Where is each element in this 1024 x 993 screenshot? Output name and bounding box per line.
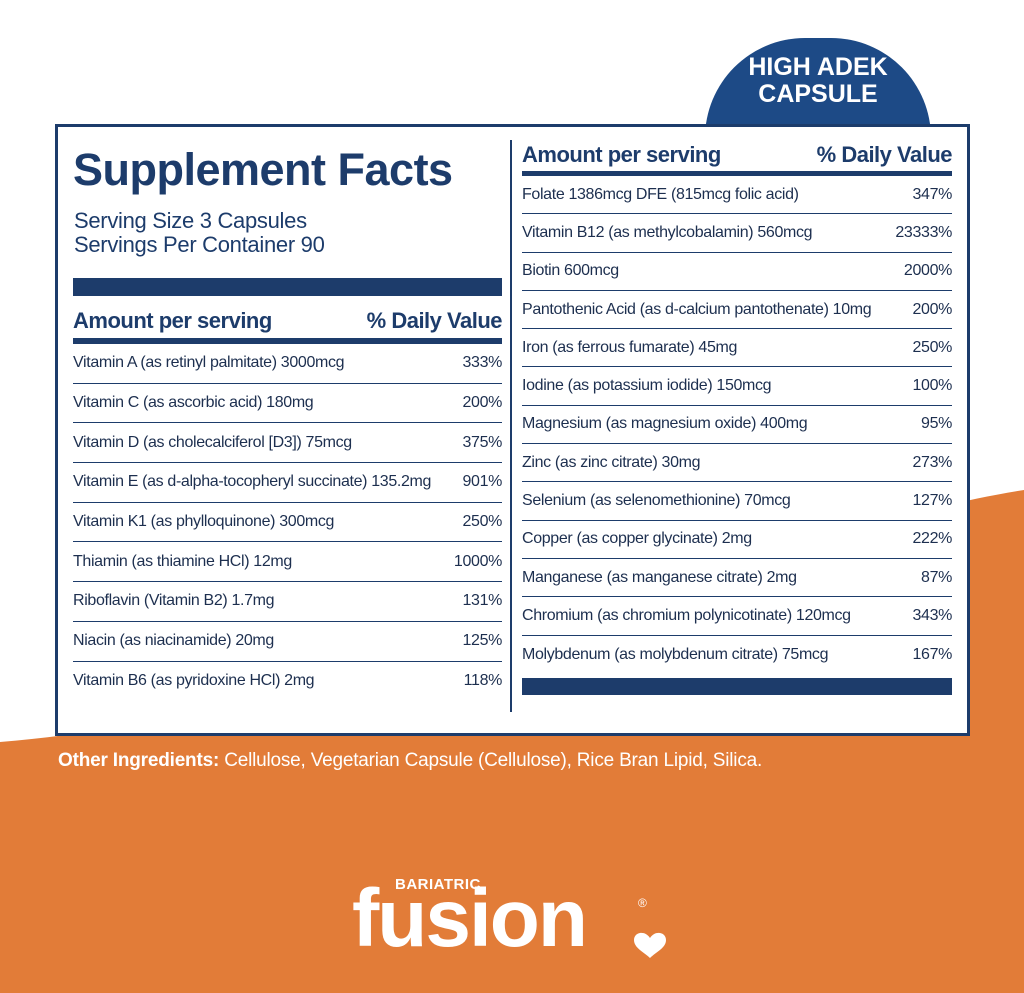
- nutrient-name: Copper (as copper glycinate) 2mg: [522, 530, 752, 548]
- daily-value: 901%: [462, 473, 502, 491]
- brand-tagline: BARIATRIC: [395, 876, 481, 893]
- other-ingredients: Other Ingredients: Cellulose, Vegetarian…: [58, 750, 762, 772]
- amount-header: Amount per serving: [522, 142, 721, 167]
- heart-icon: [634, 932, 666, 958]
- right-column: Amount per serving % Daily Value Folate …: [522, 142, 953, 695]
- nutrient-name: Iron (as ferrous fumarate) 45mg: [522, 338, 738, 356]
- dv-header: % Daily Value: [366, 308, 503, 333]
- column-header: Amount per serving % Daily Value: [522, 142, 953, 176]
- daily-value: 343%: [912, 606, 952, 624]
- nutrient-name: Vitamin A (as retinyl palmitate) 3000mcg: [73, 354, 345, 372]
- nutrient-row: Vitamin C (as ascorbic acid) 180mg 200%: [73, 384, 502, 424]
- daily-value: 200%: [912, 300, 952, 318]
- servings-per-container: Servings Per Container 90: [74, 232, 325, 257]
- column-header: Amount per serving % Daily Value: [73, 308, 503, 344]
- daily-value: 87%: [921, 568, 952, 586]
- row-list: Folate 1386mcg DFE (815mcg folic acid) 34…: [522, 176, 952, 674]
- facts-panel: [55, 124, 970, 736]
- serving-size: Serving Size 3 Capsules: [74, 208, 307, 233]
- nutrient-row: Iodine (as potassium iodide) 150mcg 100%: [522, 367, 952, 406]
- nutrient-row: Riboflavin (Vitamin B2) 1.7mg 131%: [73, 582, 502, 622]
- badge-line: CAPSULE: [758, 80, 878, 108]
- nutrient-row: Magnesium (as magnesium oxide) 400mg 95%: [522, 406, 952, 445]
- daily-value: 118%: [463, 672, 503, 690]
- nutrient-name: Chromium (as chromium polynicotinate) 12…: [522, 606, 851, 624]
- nutrient-row: Folate 1386mcg DFE (815mcg folic acid) 34…: [522, 176, 952, 215]
- daily-value: 333%: [462, 354, 502, 372]
- nutrient-row: Selenium (as selenomethionine) 70mcg 127%: [522, 482, 952, 521]
- daily-value: 273%: [912, 453, 952, 471]
- daily-value: 167%: [912, 645, 952, 663]
- daily-value: 375%: [462, 433, 502, 451]
- daily-value: 125%: [462, 632, 502, 650]
- thick-rule: [522, 677, 952, 695]
- nutrient-name: Thiamin (as thiamine HCl) 12mg: [73, 552, 292, 570]
- nutrient-name: Vitamin E (as d-alpha-tocopheryl succina…: [73, 473, 432, 491]
- daily-value: 131%: [462, 592, 502, 610]
- daily-value: 23333%: [895, 223, 952, 241]
- nutrient-row: Molybdenum (as molybdenum citrate) 75mcg…: [522, 636, 952, 674]
- nutrient-name: Biotin 600mcg: [522, 262, 619, 280]
- brand-mark: ®: [638, 896, 647, 910]
- nutrient-name: Molybdenum (as molybdenum citrate) 75mcg: [522, 645, 829, 663]
- daily-value: 222%: [912, 530, 952, 548]
- other-label: Other Ingredients:: [58, 750, 220, 771]
- badge: HIGH ADEK CAPSULE: [705, 38, 931, 138]
- nutrient-name: Zinc (as zinc citrate) 30mg: [522, 453, 701, 471]
- nutrient-name: Selenium (as selenomethionine) 70mcg: [522, 492, 791, 510]
- column-divider: [510, 140, 512, 712]
- nutrient-row: Vitamin B12 (as methylcobalamin) 560mcg 2…: [522, 214, 952, 253]
- nutrient-name: Manganese (as manganese citrate) 2mg: [522, 568, 797, 586]
- nutrient-row: Vitamin B6 (as pyridoxine HCl) 2mg 118%: [73, 662, 502, 702]
- thick-rule: [73, 278, 502, 296]
- nutrient-name: Vitamin K1 (as phylloquinone) 300mcg: [73, 513, 335, 531]
- daily-value: 347%: [912, 185, 952, 203]
- nutrient-name: Niacin (as niacinamide) 20mg: [73, 632, 274, 650]
- nutrient-name: Vitamin B12 (as methylcobalamin) 560mcg: [522, 223, 813, 241]
- nutrient-name: Iodine (as potassium iodide) 150mcg: [522, 377, 772, 395]
- nutrient-name: Vitamin D (as cholecalciferol [D3]) 75mc…: [73, 433, 352, 451]
- daily-value: 250%: [462, 513, 502, 531]
- nutrient-name: Vitamin B6 (as pyridoxine HCl) 2mg: [73, 672, 315, 690]
- nutrient-row: Manganese (as manganese citrate) 2mg 87%: [522, 559, 952, 598]
- nutrient-row: Vitamin E (as d-alpha-tocopheryl succina…: [73, 463, 502, 503]
- brand-name: fusion: [352, 873, 588, 964]
- nutrient-row: Pantothenic Acid (as d-calcium pantothen…: [522, 291, 952, 330]
- panel-title: Supplement Facts: [73, 144, 453, 195]
- nutrient-row: Niacin (as niacinamide) 20mg 125%: [73, 622, 502, 662]
- nutrient-row: Iron (as ferrous fumarate) 45mg 250%: [522, 329, 952, 368]
- daily-value: 100%: [912, 377, 952, 395]
- badge-line: HIGH ADEK: [748, 53, 888, 81]
- daily-value: 95%: [921, 415, 952, 433]
- nutrient-name: Riboflavin (Vitamin B2) 1.7mg: [73, 592, 275, 610]
- nutrient-name: Vitamin C (as ascorbic acid) 180mg: [73, 394, 314, 412]
- nutrient-row: Vitamin K1 (as phylloquinone) 300mcg 250%: [73, 503, 502, 543]
- nutrient-row: Vitamin D (as cholecalciferol [D3]) 75mc…: [73, 423, 502, 464]
- nutrient-name: Pantothenic Acid (as d-calcium pantothen…: [522, 300, 872, 318]
- left-column: Amount per serving % Daily Value Vitamin…: [73, 308, 503, 701]
- other-text: Cellulose, Vegetarian Capsule (Cellulose…: [224, 750, 763, 771]
- dv-header: % Daily Value: [816, 142, 953, 167]
- amount-header: Amount per serving: [73, 308, 272, 333]
- nutrient-row: Chromium (as chromium polynicotinate) 12…: [522, 597, 952, 636]
- daily-value: 1000%: [453, 552, 502, 570]
- daily-value: 2000%: [903, 262, 952, 280]
- daily-value: 200%: [462, 394, 502, 412]
- nutrient-row: Zinc (as zinc citrate) 30mg 273%: [522, 444, 952, 483]
- nutrient-name: Magnesium (as magnesium oxide) 400mg: [522, 415, 808, 433]
- nutrient-row: Copper (as copper glycinate) 2mg 222%: [522, 521, 952, 559]
- daily-value: 250%: [912, 338, 952, 356]
- nutrient-row: Thiamin (as thiamine HCl) 12mg 1000%: [73, 542, 502, 583]
- nutrient-row: Biotin 600mcg 2000%: [522, 253, 952, 291]
- nutrient-row: Vitamin A (as retinyl palmitate) 3000mcg…: [73, 344, 502, 384]
- nutrient-name: Folate 1386mcg DFE (815mcg folic acid): [522, 185, 799, 203]
- daily-value: 127%: [912, 492, 952, 510]
- row-list: Vitamin A (as retinyl palmitate) 3000mcg…: [73, 344, 502, 701]
